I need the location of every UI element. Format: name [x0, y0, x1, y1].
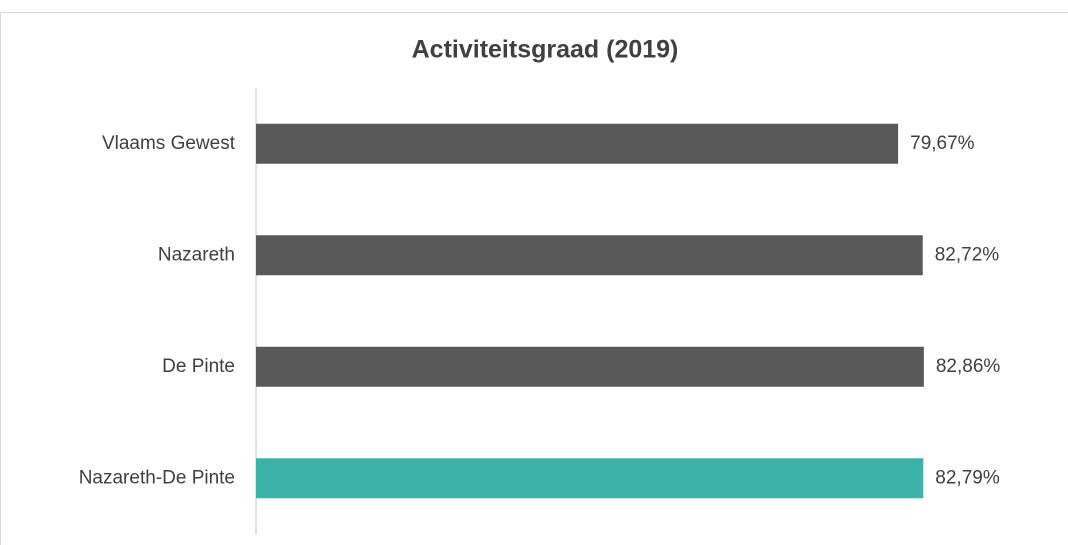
chart-title: Activiteitsgraad (2019): [412, 36, 679, 64]
data-label: 82,72%: [935, 244, 1000, 265]
bar: [256, 346, 924, 387]
data-label: 79,67%: [910, 133, 975, 154]
data-label: 82,86%: [936, 356, 1001, 377]
frame: [0, 12, 1068, 545]
y-tick-label: Nazareth: [158, 244, 235, 265]
y-tick-label: De Pinte: [162, 356, 235, 377]
y-tick-label: Nazareth-De Pinte: [79, 467, 235, 488]
y-tick-label: Vlaams Gewest: [102, 133, 236, 154]
bar: [256, 123, 899, 164]
bar: [256, 235, 923, 276]
data-label: 82,79%: [935, 467, 1000, 488]
bar: [256, 458, 924, 499]
